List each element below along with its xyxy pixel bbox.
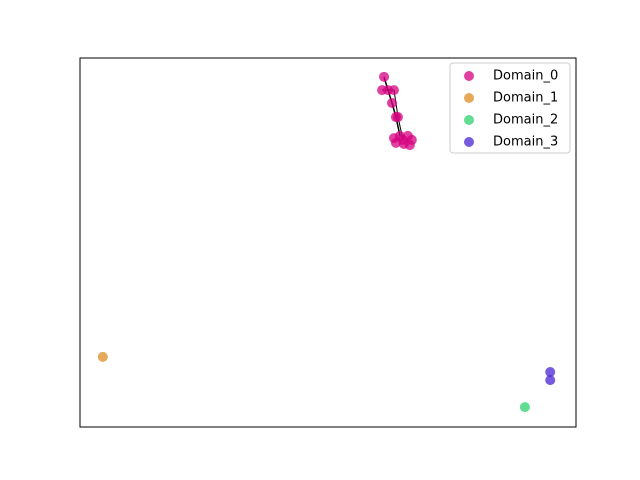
legend-marker: [464, 137, 474, 147]
legend-label: Domain_2: [493, 113, 558, 128]
point: [386, 98, 397, 109]
points: [97, 71, 556, 413]
legend-box: [449, 62, 571, 154]
point: [392, 112, 403, 123]
legend-label: Domain_3: [493, 135, 558, 150]
legend-label: Domain_1: [493, 91, 558, 106]
point: [397, 134, 408, 145]
point: [545, 367, 556, 378]
point: [404, 140, 415, 151]
legend: Domain_0 Domain_1 Domain_2 Domain_3: [449, 62, 571, 154]
point: [379, 71, 390, 82]
legend-marker: [464, 71, 474, 81]
point: [545, 375, 556, 386]
point: [97, 351, 108, 362]
legend-label: Domain_0: [493, 69, 558, 84]
point: [388, 85, 399, 96]
point: [519, 402, 530, 413]
legend-marker: [464, 115, 474, 125]
legend-marker: [464, 93, 474, 103]
